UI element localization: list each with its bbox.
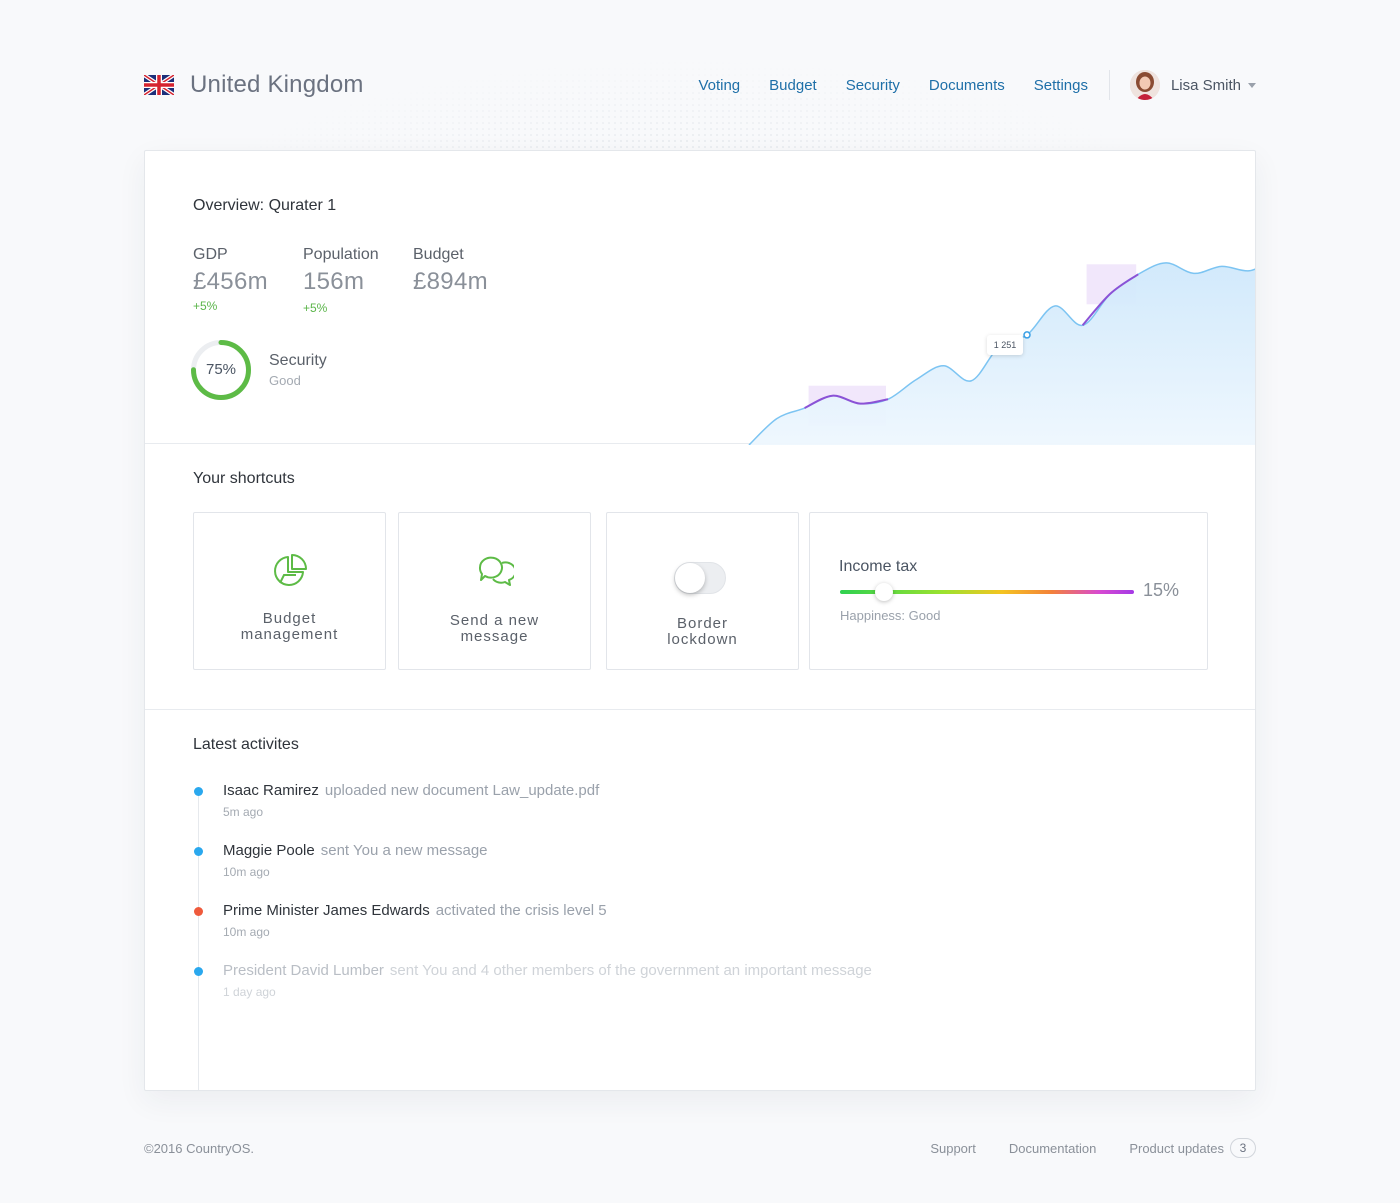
updates-count-badge[interactable]: 3 [1230,1138,1256,1158]
activity-time: 5m ago [223,805,264,819]
footer-link-documentation[interactable]: Documentation [1008,1140,1097,1156]
main-nav: Voting Budget Security Documents Setting… [698,60,1088,110]
dashboard-card: Overview: Qurater 1 GDP £456m +5% Popula… [144,150,1256,1091]
activity-actor[interactable]: Prime Minister James Edwards [223,902,430,919]
stat-population: Population 156m +5% [303,246,379,315]
shortcuts-section: Your shortcuts Budget management Send a … [145,444,1255,710]
happiness-status: Happiness: Good [840,608,941,623]
activity-time: 10m ago [223,925,270,939]
shortcut-label-line1: Border [676,615,729,632]
activity-time: 10m ago [223,865,270,879]
activity-actor[interactable]: Isaac Ramirez [223,782,319,799]
header: United Kingdom Voting Budget Security Do… [144,60,1256,110]
shortcut-label-line1: Budget [262,610,317,627]
activity-time: 1 day ago [223,985,276,999]
chevron-down-icon[interactable] [1248,82,1256,88]
activities-title: Latest activites [193,736,299,753]
activity-dot [194,907,203,916]
chart-data-point[interactable] [1023,331,1031,339]
stat-value: £894m [413,268,488,295]
pie-chart-icon [273,554,307,586]
toggle-knob[interactable] [675,563,705,593]
footer: ©2016 CountryOS. Support Documentation P… [144,1136,1256,1160]
chart-highlight-line [1081,273,1139,326]
stat-label: Population [303,246,379,263]
nav-divider [1108,70,1110,100]
activity-action: uploaded new document Law_update.pdf [324,782,600,799]
stat-value: £456m [193,268,268,295]
activity-actor[interactable]: President David Lumber [223,962,384,979]
security-ring-graphic [191,340,251,400]
shortcut-income-tax: Income tax 15% Happiness: Good [809,512,1208,670]
user-menu[interactable]: Lisa Smith [1129,70,1256,100]
nav-settings[interactable]: Settings [1033,76,1088,94]
stat-budget: Budget £894m [413,246,488,296]
nav-security[interactable]: Security [845,76,900,94]
activity-dot [194,967,203,976]
security-percent: 75% [205,361,237,378]
activities-section: Latest activites Isaac Ramirez uploaded n… [145,710,1255,1090]
shortcut-label-line2: management [240,626,339,643]
activity-actor[interactable]: Maggie Poole [223,842,315,859]
stat-label: Budget [413,246,464,263]
timeline-line [198,788,199,1090]
stat-value: 156m [303,268,365,295]
stat-label: GDP [193,246,228,263]
user-name: Lisa Smith [1170,76,1241,94]
nav-voting[interactable]: Voting [698,76,741,94]
slider-thumb[interactable] [875,583,894,601]
shortcut-budget-management[interactable]: Budget management [193,512,386,670]
shortcut-label-line2: lockdown [667,631,738,648]
security-label: Security [269,352,327,369]
uk-flag-icon [144,75,174,95]
activity-dot [194,787,203,796]
activity-action: sent You and 4 other members of the gove… [389,962,872,979]
nav-budget[interactable]: Budget [769,76,817,94]
nav-documents[interactable]: Documents [928,76,1005,94]
footer-link-product-updates[interactable]: Product updates [1129,1140,1224,1156]
security-status: Good [269,373,301,388]
chat-bubbles-icon [478,556,514,586]
copyright: ©2016 CountryOS. [144,1140,255,1156]
overview-title: Overview: Qurater 1 [193,197,337,214]
activity-dot [194,847,203,856]
border-lockdown-toggle[interactable] [674,562,726,594]
activity-action: activated the crisis level 5 [435,902,607,919]
security-indicator: 75% Security Good [189,338,327,402]
income-tax-label: Income tax [839,558,918,575]
activity-action: sent You a new message [320,842,488,859]
shortcuts-title: Your shortcuts [193,470,295,487]
shortcut-border-lockdown[interactable]: Border lockdown [606,512,799,670]
footer-link-support[interactable]: Support [930,1140,976,1156]
security-ring: 75% [189,338,253,402]
country-name: United Kingdom [190,71,364,98]
footer-links: Support Documentation Product updates 3 [897,1138,1256,1158]
overview-section: Overview: Qurater 1 GDP £456m +5% Popula… [145,151,1255,445]
income-tax-slider[interactable] [840,583,1134,601]
chart-tooltip: 1 251 [987,335,1023,355]
stat-gdp: GDP £456m +5% [193,246,268,313]
stat-change: +5% [303,301,328,315]
shortcut-label-line1: Send a new [449,612,540,629]
shortcut-label-line2: message [460,628,529,645]
stat-change: +5% [193,299,218,313]
income-tax-value: 15% [1143,580,1180,600]
avatar [1129,70,1160,100]
shortcut-send-message[interactable]: Send a new message [398,512,591,670]
chart-highlight-line [804,394,889,409]
